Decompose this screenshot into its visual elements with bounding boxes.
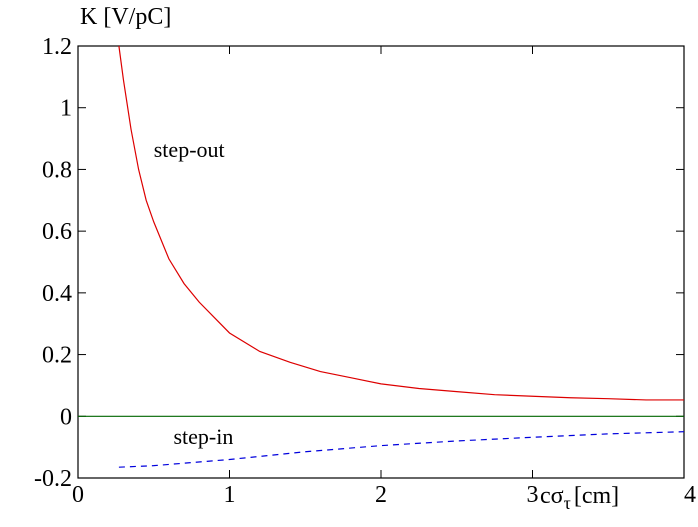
series-line-step-out xyxy=(118,45,684,401)
annotation-step-out: step-out xyxy=(154,137,225,162)
x-axis-label-suffix: [cm] xyxy=(574,483,619,509)
tick-labels: -0.200.20.40.60.811.20 1 2 3 4 xyxy=(34,34,696,508)
y-tick-label: -0.2 xyxy=(34,466,72,492)
x-tick-label: 1 xyxy=(224,482,236,508)
x-axis-label-prefix: c xyxy=(540,483,551,509)
x-tick-label: 4 xyxy=(684,482,696,508)
y-tick-label: 0.6 xyxy=(42,219,72,245)
y-tick-label: 1.2 xyxy=(42,34,72,60)
y-axis-label: K [V/pC] xyxy=(80,4,171,30)
x-axis-label: cστ [cm] xyxy=(540,483,619,513)
annotation-step-in: step-in xyxy=(173,424,233,449)
y-tick-label: 0 xyxy=(60,404,72,430)
annotations: step-out step-in xyxy=(154,137,234,449)
x-axis-label-symbol: σ xyxy=(551,483,564,509)
x-tick-label: 2 xyxy=(375,482,387,508)
x-tick-label: 3 xyxy=(527,482,539,508)
ticks xyxy=(77,45,685,479)
y-tick-label: 1 xyxy=(60,96,72,122)
y-tick-label: 0.2 xyxy=(42,343,72,369)
y-tick-label: 0.4 xyxy=(42,281,72,307)
series xyxy=(78,45,685,468)
x-tick-label: 0 xyxy=(72,482,84,508)
plot-frame xyxy=(77,45,685,479)
y-tick-label: 0.8 xyxy=(42,157,72,183)
series-line-step-in xyxy=(118,431,685,468)
x-axis-label-subscript: τ xyxy=(564,493,571,513)
